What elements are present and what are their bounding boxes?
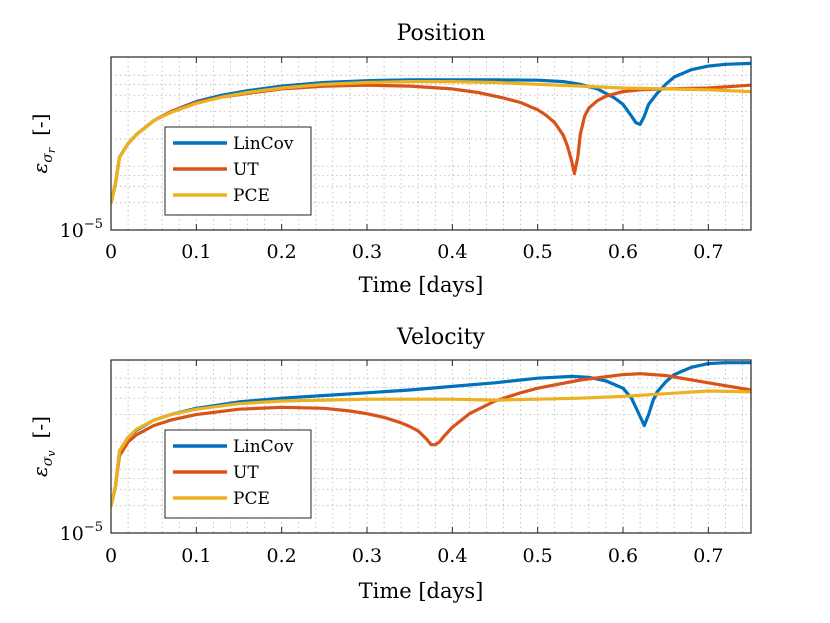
x-tick-label: 0.4	[437, 545, 467, 567]
panel-velocity: 0 0.1 0.2 0.3 0.4 0.5 0.6 0.7 10−5 Velocity Time […	[28, 325, 752, 603]
x-tick-label: 0.7	[693, 241, 723, 263]
series-line-pce	[111, 80, 751, 205]
plot-frame	[110, 359, 752, 534]
legend-label-lincov: LinCov	[233, 134, 294, 154]
x-tick-label: 0.2	[267, 241, 297, 263]
x-tick-label: 0.4	[437, 241, 467, 263]
x-tick-label: 0.5	[523, 545, 553, 567]
chart-title: Velocity	[396, 325, 485, 350]
y-tick-label: 10−5	[60, 217, 103, 242]
x-tick-label: 0.1	[181, 545, 211, 567]
legend-label-ut: UT	[233, 160, 259, 180]
x-tick-label: 0.6	[608, 545, 638, 567]
legend-label-pce: PCE	[233, 489, 270, 509]
y-axis-label: εσv[-]	[28, 416, 58, 477]
x-tick-label: 0.6	[608, 241, 638, 263]
legend-label-lincov: LinCov	[233, 437, 294, 457]
x-tick-label: 0.1	[181, 241, 211, 263]
chart-title: Position	[397, 21, 486, 46]
series-lines	[111, 361, 751, 508]
x-tick-label: 0.3	[352, 241, 382, 263]
x-axis-label: Time [days]	[359, 579, 484, 603]
x-tick-label: 0	[105, 241, 117, 263]
x-axis-label: Time [days]	[359, 273, 484, 297]
legend-label-ut: UT	[233, 463, 259, 483]
y-axis-label: εσr[-]	[28, 114, 58, 174]
series-lines	[111, 61, 751, 205]
plot-frame	[110, 56, 752, 231]
legend: LinCov UT PCE	[164, 429, 312, 519]
x-tick-label: 0.2	[267, 545, 297, 567]
panel-position: 0 0.1 0.2 0.3 0.4 0.5 0.6 0.7 10−5 Position Time […	[28, 21, 752, 297]
x-tick-label: 0.7	[693, 545, 723, 567]
x-tick-label: 0.5	[523, 241, 553, 263]
series-line-pce	[111, 389, 751, 508]
y-tick-label: 10−5	[60, 520, 103, 545]
x-tick-label: 0.3	[352, 545, 382, 567]
legend: LinCov UT PCE	[164, 126, 312, 216]
x-tick-label: 0	[105, 545, 117, 567]
series-line-ut	[111, 372, 751, 508]
legend-label-pce: PCE	[233, 186, 270, 206]
